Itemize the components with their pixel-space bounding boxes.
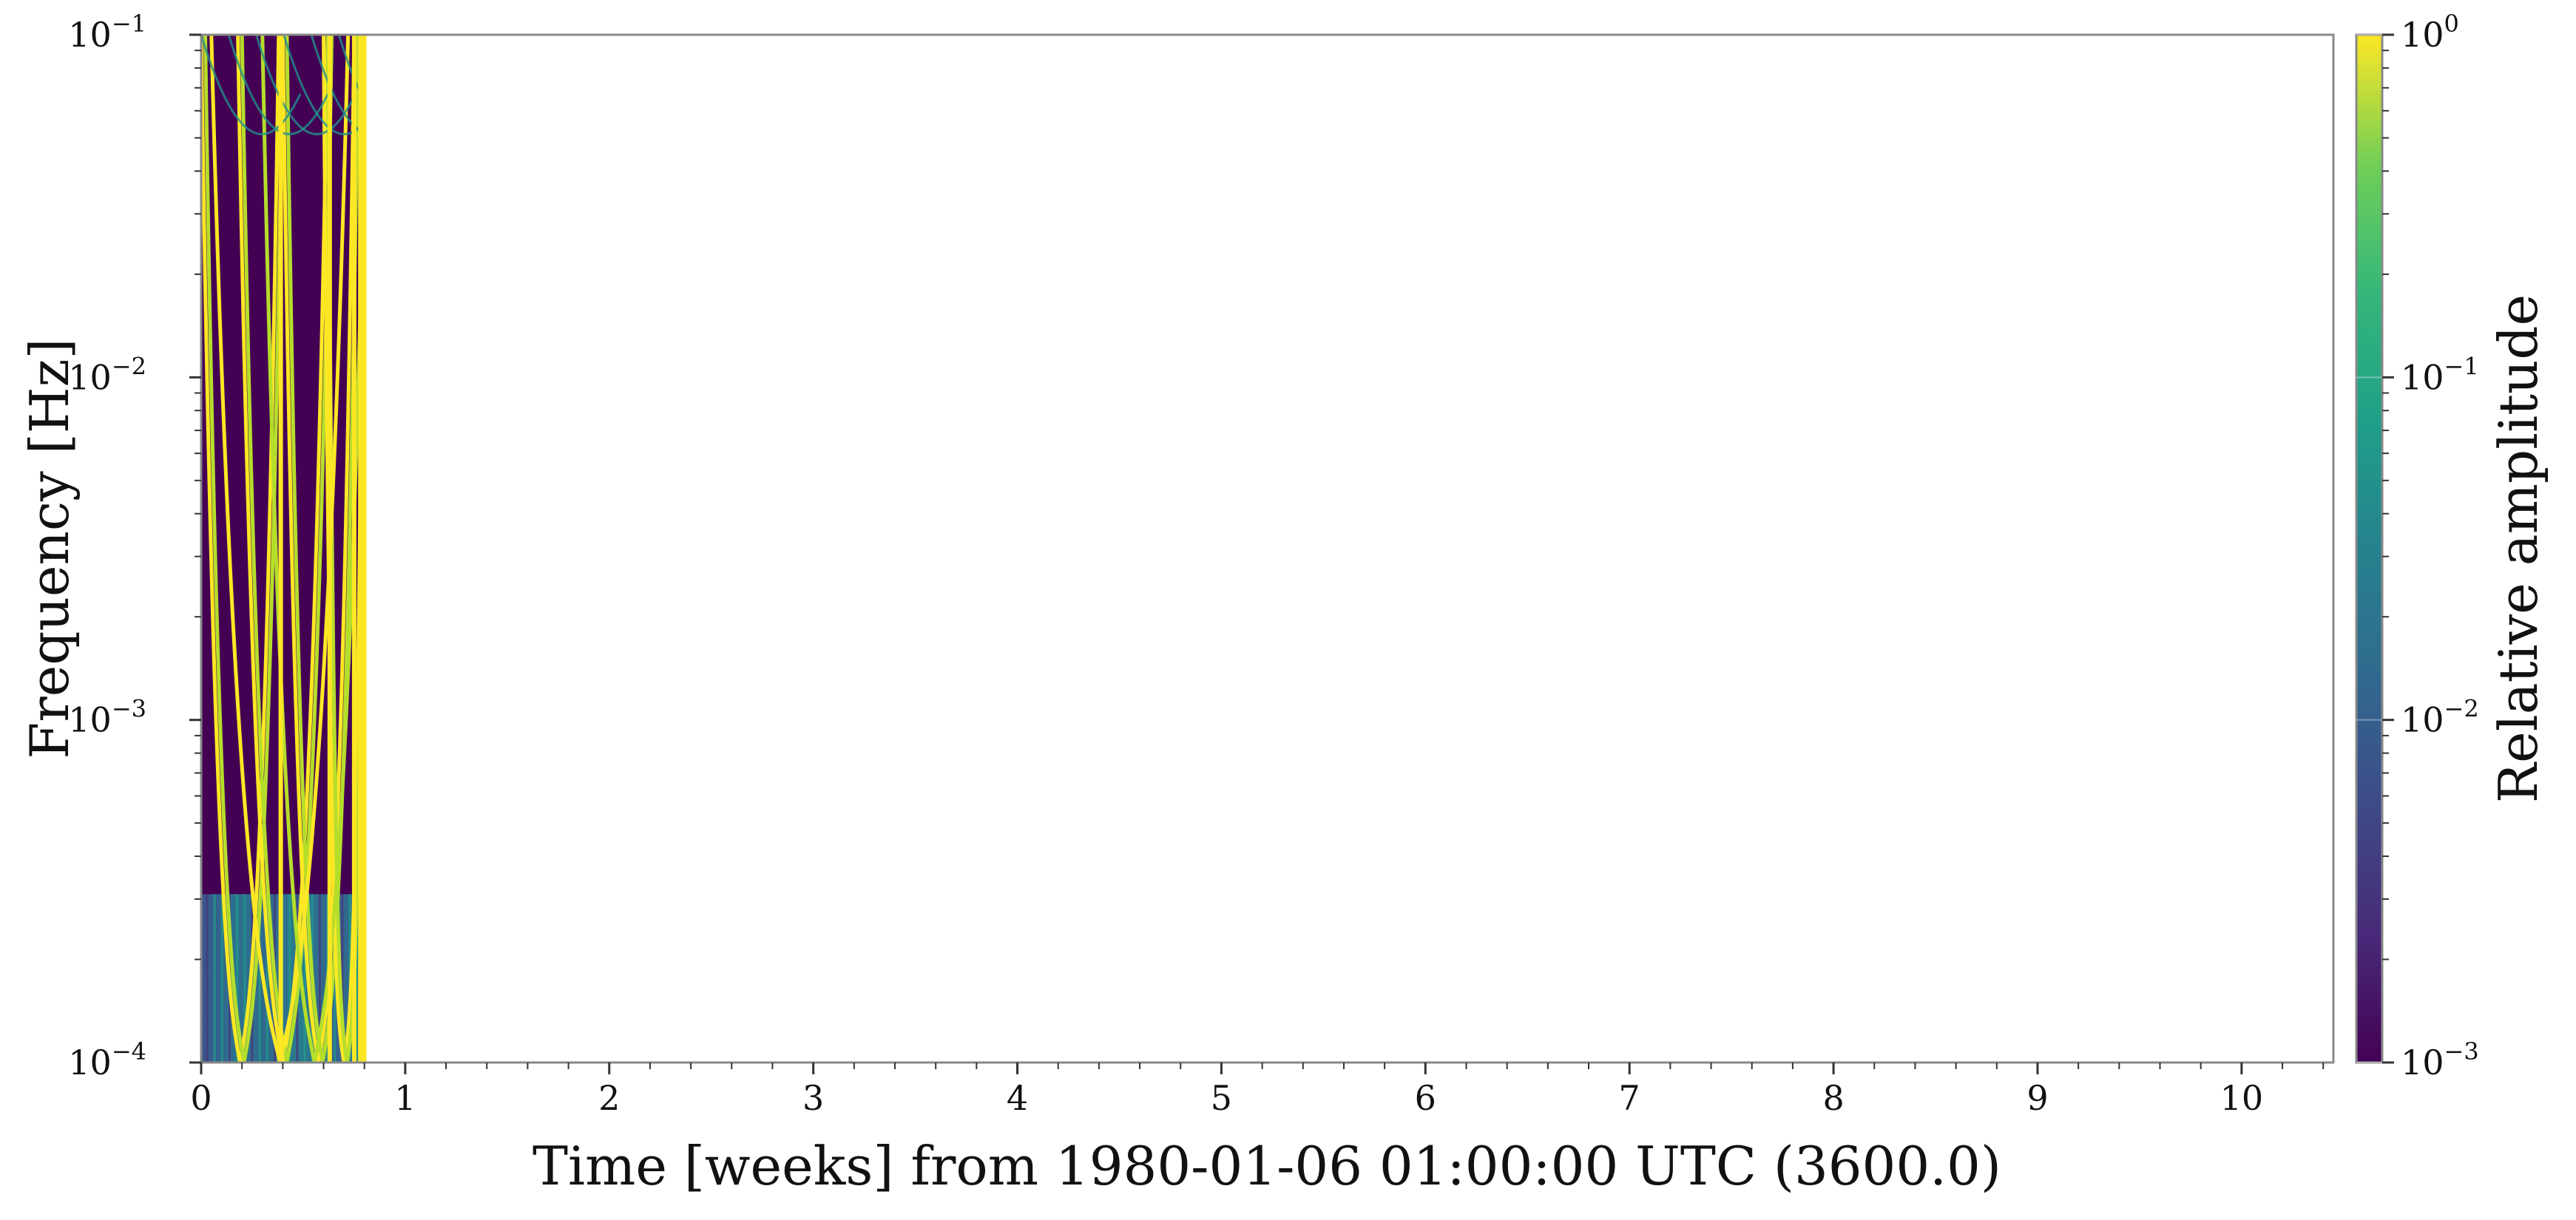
x-tick-label: 2 bbox=[598, 1078, 620, 1118]
y-tick-label: 10−3 bbox=[68, 695, 146, 740]
plot-area bbox=[201, 35, 2333, 1063]
x-axis: 0 1 2 3 4 5 6 7 8 9 10 bbox=[190, 1063, 2325, 1118]
colorbar-tick-label: 10−3 bbox=[2401, 1037, 2479, 1082]
x-tick-label: 4 bbox=[1007, 1078, 1028, 1118]
spectral-arc bbox=[209, 35, 351, 1063]
colorbar-tick-label: 10−2 bbox=[2401, 695, 2479, 740]
x-tick-label: 3 bbox=[802, 1078, 824, 1118]
x-tick-label: 1 bbox=[394, 1078, 416, 1118]
faint-arc bbox=[255, 35, 356, 135]
faint-arc bbox=[201, 35, 302, 135]
colorbar-label: Relative amplitude bbox=[2487, 294, 2549, 803]
axes-frame bbox=[200, 33, 2335, 1064]
x-axis-label: Time [weeks] from 1980-01-06 01:00:00 UT… bbox=[533, 1135, 2001, 1197]
x-tick-label: 0 bbox=[190, 1078, 212, 1118]
faint-arc bbox=[337, 35, 367, 107]
x-tick-label: 6 bbox=[1415, 1078, 1436, 1118]
colorbar-axis: 10−3 10−2 10−1 100 bbox=[2356, 10, 2479, 1082]
x-tick-label: 10 bbox=[2220, 1078, 2264, 1118]
x-tick-label: 9 bbox=[2026, 1078, 2048, 1118]
colorbar-tick-label: 10−1 bbox=[2401, 352, 2479, 397]
faint-arc bbox=[227, 35, 329, 135]
colorbar bbox=[2355, 33, 2384, 1064]
y-tick-label: 10−2 bbox=[68, 352, 146, 397]
faint-arc bbox=[283, 35, 367, 135]
spectral-arc bbox=[203, 35, 285, 1063]
spectral-arc bbox=[260, 35, 367, 1063]
x-tick-label: 8 bbox=[1822, 1078, 1844, 1118]
spectrogram-image bbox=[201, 35, 367, 1063]
y-tick-label: 10−4 bbox=[68, 1037, 146, 1082]
y-tick-label: 10−1 bbox=[68, 10, 146, 55]
colorbar-tick-label: 100 bbox=[2401, 10, 2459, 55]
x-tick-label: 5 bbox=[1211, 1078, 1232, 1118]
y-axis: 10−4 10−3 10−2 10−1 bbox=[68, 10, 201, 1082]
y-axis-label: Frequency [Hz] bbox=[18, 338, 81, 759]
x-tick-label: 7 bbox=[1619, 1078, 1640, 1118]
